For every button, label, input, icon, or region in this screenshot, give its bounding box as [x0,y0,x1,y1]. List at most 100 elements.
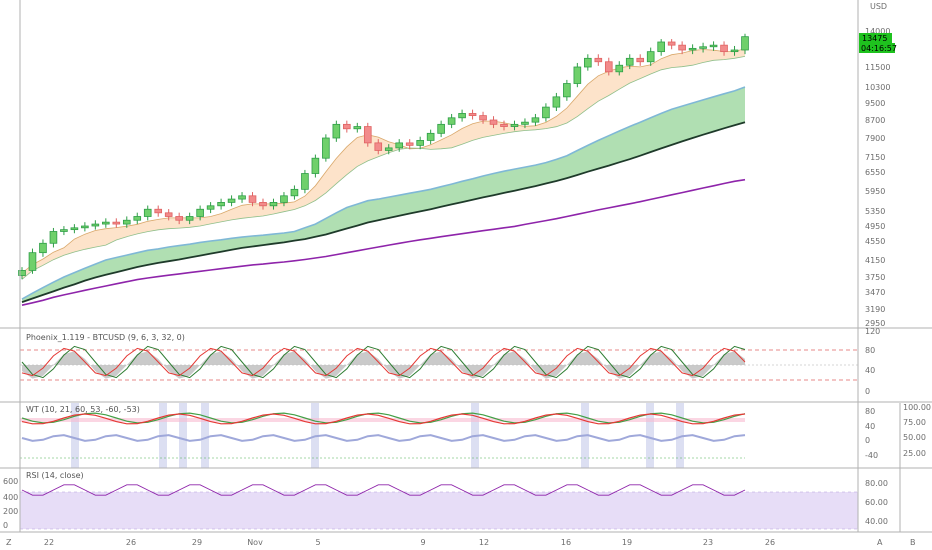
candle-body [311,157,320,174]
candle-body [248,195,257,203]
price-tick-label: 9500 [865,99,885,108]
candle-body [206,205,215,210]
currency-label: USD [870,2,887,11]
phoenix-tick: 120 [865,327,880,336]
candle-body [479,115,487,121]
price-tick-label: 7900 [865,134,885,143]
wt-overbought-zone [20,418,745,422]
candle-body [594,57,603,63]
labels: 1400013000115001030095008700790071506550… [3,2,931,547]
candle-body [720,44,728,53]
price-tick-label: 3470 [865,288,885,297]
wt-tick-left: 40 [865,422,875,431]
candle-body [510,123,519,127]
price-tick-label: 4550 [865,237,885,246]
candle-body [154,208,163,214]
footer-a: A [877,538,883,547]
wt-tick-right: 100.00 [903,403,931,412]
candle-body [185,216,194,221]
date-tick-label: 12 [479,538,489,547]
candle-body [678,44,686,51]
oscillators [20,345,858,530]
short-ma-line-2 [21,56,746,280]
rsi-tick-left: 600 [3,477,18,486]
candle-body [81,225,89,229]
candle-body [521,121,529,125]
candle-body [625,57,634,66]
date-tick-label: 9 [420,538,425,547]
candle-body [426,132,435,141]
candle-body [28,252,37,271]
price-tick-label: 8700 [865,116,885,125]
candle-body [133,216,142,221]
price-tick-label: 11500 [865,63,890,72]
wt-signal-bar [179,403,187,468]
candle-body [238,195,246,200]
wt-tick-right: 25.00 [903,449,926,458]
ma-line-dark [21,121,746,303]
date-tick-label: 29 [192,538,202,547]
candle-body [112,221,121,225]
candle-body [437,123,445,134]
candle-body [741,36,749,51]
price-tick-label: 5350 [865,207,885,216]
candle-body [196,208,204,217]
candle-body [699,46,707,49]
candle-body [60,229,68,232]
wt-signal-bar [646,403,654,468]
candle-body [542,106,550,119]
candle-body [269,202,278,207]
candle-body [552,96,561,108]
candle-body [343,123,351,130]
candle-body [39,242,47,254]
candle-body [405,142,414,146]
candle-body [70,227,79,231]
candle-body [227,198,236,203]
price-tick-label: 4150 [865,256,885,265]
candle-body [584,57,592,68]
phoenix-tick: 40 [865,366,875,375]
wt-tick-left: 0 [865,436,870,445]
wt-title: WT (10, 21, 60, 53, -60, -53) [26,405,140,414]
countdown-badge-bg [859,43,895,53]
candle-body [290,188,299,197]
wt-signal-bar [676,403,684,468]
rsi-tick-right: 80.00 [865,479,888,488]
date-tick-label: 26 [765,538,775,547]
candle-body [563,83,571,98]
candle-body [416,140,424,146]
price-tick-label: 14000 [865,27,890,36]
short-ma-band [22,48,745,280]
candle-body [18,270,26,276]
footer-z: Z [6,538,12,547]
candle-body [458,113,466,119]
candle-body [730,49,739,53]
candle-body [573,66,582,84]
moving-average-bands [21,48,746,306]
price-tick-label: 6550 [865,168,885,177]
rsi-tick-right: 40.00 [865,517,888,526]
candle-body [353,126,362,130]
wt-tick-right: 75.00 [903,418,926,427]
candle-body [217,202,225,207]
wt-tick-left: -40 [865,451,878,460]
candle-body [468,113,477,117]
date-tick-label: 19 [622,538,632,547]
wt-line-red [21,413,746,425]
phoenix-line-red [21,347,746,377]
price-tick-label: 3190 [865,305,885,314]
wt-tick-right: 50.00 [903,433,926,442]
rsi-line [21,484,746,496]
short-ma-line [21,48,746,274]
footer-b: B [910,538,916,547]
rsi-tick-left: 400 [3,493,18,502]
candle-body [374,142,383,151]
candle-body [531,117,540,123]
wt-histogram [21,434,746,442]
candle-body [709,44,718,48]
price-badge: 13475 [862,34,887,43]
candle-body [175,216,183,221]
price-tick-label: 10300 [865,83,890,92]
candle-body [91,223,100,227]
